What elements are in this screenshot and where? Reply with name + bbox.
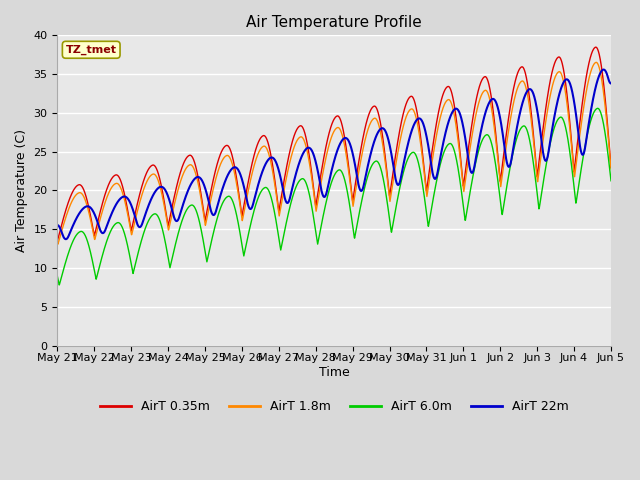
AirT 1.8m [208, 192, 216, 197]
Line: AirT 6.0m: AirT 6.0m [58, 108, 611, 285]
Line: AirT 1.8m: AirT 1.8m [58, 62, 611, 244]
Text: TZ_tmet: TZ_tmet [66, 45, 116, 55]
AirT 1.8m [54, 240, 61, 246]
AirT 0.35m [362, 121, 370, 127]
AirT 22m [362, 169, 370, 175]
AirT 1.8m [592, 60, 600, 65]
AirT 6.0m [362, 178, 370, 184]
Line: AirT 0.35m: AirT 0.35m [58, 47, 611, 241]
Y-axis label: Air Temperature (C): Air Temperature (C) [15, 129, 28, 252]
Line: AirT 22m: AirT 22m [58, 70, 611, 239]
AirT 6.0m [495, 188, 503, 194]
AirT 1.8m [351, 195, 358, 201]
AirT 22m [574, 124, 582, 130]
AirT 0.35m [350, 189, 358, 195]
AirT 6.0m [594, 106, 602, 111]
AirT 0.35m [54, 238, 61, 244]
AirT 6.0m [54, 274, 61, 279]
AirT 0.35m [607, 164, 615, 170]
AirT 22m [54, 222, 61, 228]
Title: Air Temperature Profile: Air Temperature Profile [246, 15, 422, 30]
AirT 1.8m [54, 241, 61, 247]
AirT 0.35m [573, 140, 581, 146]
AirT 6.0m [574, 189, 582, 195]
AirT 1.8m [495, 170, 503, 176]
AirT 6.0m [607, 178, 615, 184]
AirT 22m [559, 82, 566, 88]
AirT 0.35m [592, 44, 600, 50]
AirT 22m [62, 236, 70, 242]
AirT 0.35m [495, 165, 503, 170]
AirT 1.8m [362, 132, 370, 138]
AirT 0.35m [208, 184, 216, 190]
AirT 22m [600, 67, 607, 72]
AirT 1.8m [607, 166, 615, 171]
X-axis label: Time: Time [319, 366, 349, 379]
AirT 1.8m [559, 74, 566, 80]
AirT 6.0m [559, 115, 566, 121]
AirT 6.0m [55, 282, 63, 288]
Legend: AirT 0.35m, AirT 1.8m, AirT 6.0m, AirT 22m: AirT 0.35m, AirT 1.8m, AirT 6.0m, AirT 2… [95, 396, 573, 418]
AirT 1.8m [574, 149, 582, 155]
AirT 22m [351, 158, 358, 164]
AirT 6.0m [351, 235, 358, 240]
AirT 22m [607, 81, 615, 86]
AirT 6.0m [208, 236, 216, 241]
AirT 0.35m [558, 60, 566, 66]
AirT 22m [495, 110, 503, 116]
AirT 22m [208, 211, 216, 216]
